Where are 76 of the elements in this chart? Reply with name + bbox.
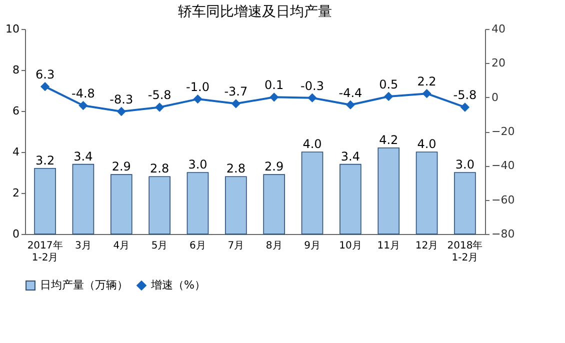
legend-label: 日均产量（万辆） xyxy=(40,278,128,292)
data-label: 4.0 xyxy=(302,137,322,151)
bar xyxy=(378,148,400,234)
y2-tick-label: −60 xyxy=(492,193,515,206)
x-tick-label: 4月 xyxy=(113,240,130,252)
data-label: 3.4 xyxy=(74,149,93,164)
y2-tick-label: 40 xyxy=(492,22,506,36)
data-label: 2.9 xyxy=(112,160,131,174)
bar xyxy=(454,172,476,234)
y-tick-label: 4 xyxy=(12,146,20,158)
y2-tick-label: −40 xyxy=(492,159,515,172)
x-tick-label: 3月 xyxy=(75,240,92,252)
x-tick-label: 6月 xyxy=(190,240,206,252)
bar xyxy=(263,174,285,234)
data-label: 0.1 xyxy=(264,78,284,92)
point xyxy=(384,92,393,101)
data-label: 0.5 xyxy=(379,77,398,92)
chart-title: 轿车同比增速及日均产量 xyxy=(178,4,332,20)
point xyxy=(155,103,164,112)
point xyxy=(40,82,50,91)
point xyxy=(460,103,470,112)
y-tick-label: 6 xyxy=(12,104,20,118)
point xyxy=(232,99,240,108)
x-tick-label: 10月 xyxy=(339,240,362,252)
x-tick-label: 8月 xyxy=(266,240,282,252)
data-label: -4.8 xyxy=(72,86,95,101)
point xyxy=(117,107,126,116)
data-label: -1.0 xyxy=(186,80,210,94)
point xyxy=(346,100,355,110)
bar xyxy=(301,152,324,234)
data-label: 2.8 xyxy=(150,162,170,176)
data-label: 3.2 xyxy=(35,153,55,168)
y2-tick-label: 0 xyxy=(492,90,498,104)
x-tick-label: 2017年 1-2月 xyxy=(27,240,63,264)
point xyxy=(422,89,431,98)
y2-tick-label: −20 xyxy=(492,125,515,138)
x-tick-label: 11月 xyxy=(377,240,400,252)
bar xyxy=(148,176,170,234)
data-label: -3.7 xyxy=(224,84,248,99)
bar xyxy=(225,176,247,234)
data-label: 4.2 xyxy=(379,132,398,147)
data-label: 2.9 xyxy=(264,160,284,174)
data-label: -4.4 xyxy=(338,86,362,100)
data-label: 4.0 xyxy=(417,137,436,151)
y-tick-label: 8 xyxy=(12,64,20,76)
point xyxy=(270,93,278,102)
x-tick-label: 5月 xyxy=(151,240,168,252)
data-label: 2.8 xyxy=(226,162,246,176)
data-label: -8.3 xyxy=(110,92,134,107)
bar xyxy=(72,164,94,234)
point xyxy=(194,94,202,104)
bar xyxy=(110,174,132,234)
data-label: 3.0 xyxy=(188,158,208,172)
bar xyxy=(186,172,209,234)
x-tick-label: 7月 xyxy=(228,240,244,252)
point xyxy=(79,101,88,110)
data-label: -0.3 xyxy=(300,78,324,93)
data-label: 6.3 xyxy=(35,68,55,82)
data-label: 3.0 xyxy=(455,158,475,172)
point xyxy=(308,94,316,102)
x-tick-label: 2018年 1-2月 xyxy=(447,240,483,264)
y-tick-label: 10 xyxy=(6,22,20,36)
y2-tick-label: −80 xyxy=(492,228,515,240)
bar xyxy=(34,168,56,234)
y2-tick-label: 20 xyxy=(492,56,506,70)
data-label: -5.8 xyxy=(148,88,172,102)
y-tick-label: 0 xyxy=(12,228,20,240)
data-label: 2.2 xyxy=(417,74,436,89)
bar xyxy=(416,152,438,234)
bar xyxy=(340,164,362,234)
x-tick-label: 9月 xyxy=(304,240,320,252)
data-label: -5.8 xyxy=(453,88,477,102)
legend-label: 增速（%） xyxy=(150,278,206,292)
data-label: 3.4 xyxy=(340,149,360,164)
x-tick-label: 12月 xyxy=(415,240,438,252)
y-tick-label: 2 xyxy=(12,186,20,200)
